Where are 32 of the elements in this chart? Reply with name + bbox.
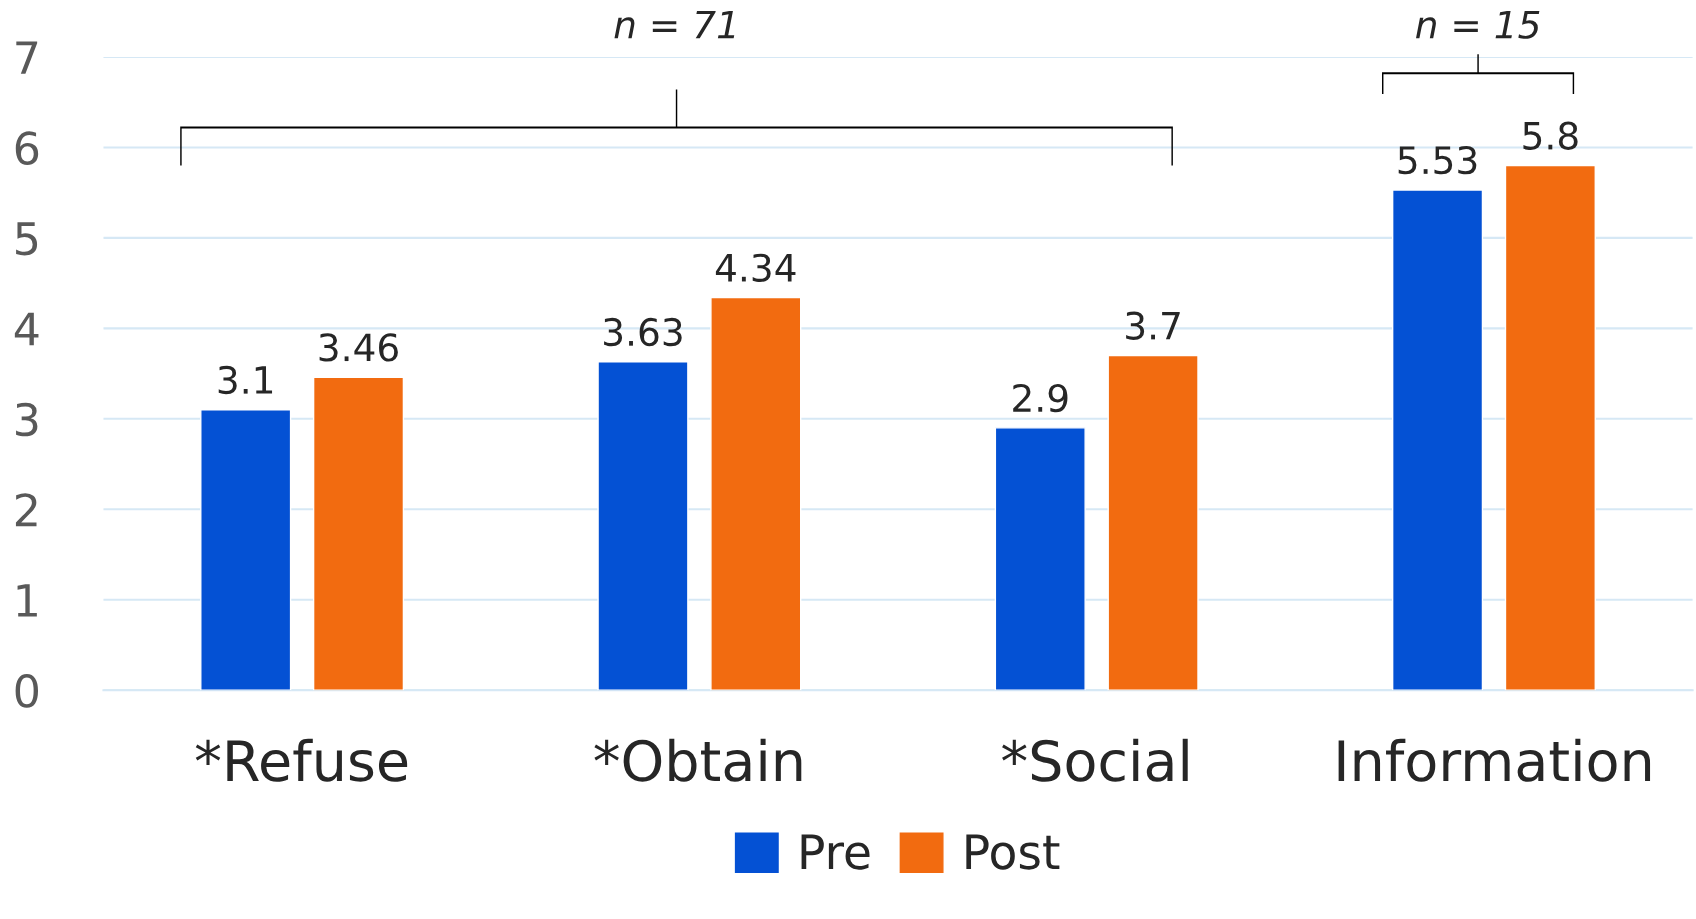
bar xyxy=(1107,354,1199,691)
y-tick-label: 0 xyxy=(15,674,38,708)
data-label: 3.46 xyxy=(319,333,398,362)
y-tick-label: 2 xyxy=(15,493,37,527)
y-tick-label: 1 xyxy=(17,584,37,617)
bar xyxy=(312,376,405,691)
y-tick-label: 7 xyxy=(16,41,38,74)
bar xyxy=(1391,189,1484,691)
x-tick-label: *Social xyxy=(1002,738,1188,782)
legend-label: Pre xyxy=(801,834,870,870)
data-label: 5.53 xyxy=(1398,145,1477,175)
y-tick-label: 3 xyxy=(16,402,38,437)
bar xyxy=(597,361,689,691)
legend-label: Post xyxy=(966,834,1060,870)
text: n = 71 xyxy=(614,10,735,39)
bar xyxy=(1504,164,1596,691)
bar xyxy=(200,409,292,691)
bar xyxy=(710,296,802,691)
x-tick-label: *Obtain xyxy=(594,738,802,782)
data-label: 3.63 xyxy=(604,317,682,347)
data-label: 3.7 xyxy=(1126,311,1180,340)
x-tick-label: Information xyxy=(1338,738,1651,782)
data-label: 3.1 xyxy=(218,365,273,395)
data-label: 2.9 xyxy=(1013,383,1068,413)
text: n = 15 xyxy=(1416,10,1540,39)
data-label: 5.8 xyxy=(1523,121,1578,150)
y-tick-label: 4 xyxy=(14,312,39,346)
data-label: 4.34 xyxy=(715,253,796,282)
y-tick-label: 5 xyxy=(16,222,38,256)
bar xyxy=(994,427,1086,691)
y-tick-label: 6 xyxy=(15,131,39,165)
x-tick-label: *Refuse xyxy=(195,738,408,782)
